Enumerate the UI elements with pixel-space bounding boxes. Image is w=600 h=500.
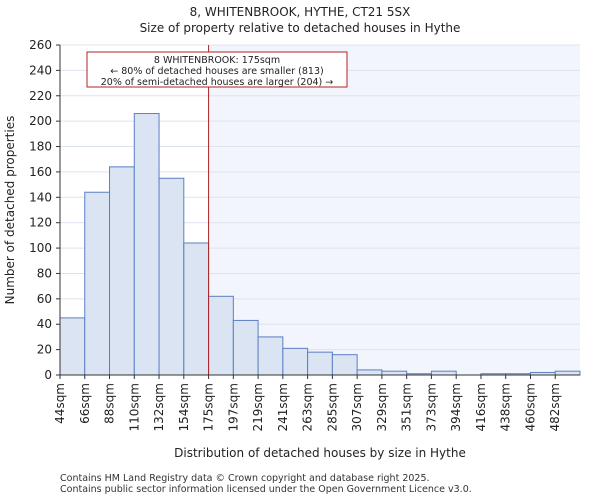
- histogram-bar: [356, 369, 383, 376]
- x-tick-label: 66sqm: [78, 383, 92, 424]
- x-tick-label: 154sqm: [177, 383, 191, 431]
- x-tick-label: 394sqm: [449, 383, 463, 431]
- y-tick-label: 220: [29, 89, 52, 103]
- x-tick-label: 373sqm: [424, 383, 438, 431]
- y-tick-label: 100: [29, 241, 52, 255]
- x-tick-label: 438sqm: [499, 383, 513, 431]
- y-tick-label: 160: [29, 165, 52, 179]
- annotation-line: 20% of semi-detached houses are larger (…: [101, 77, 334, 88]
- y-tick-label: 0: [44, 368, 52, 382]
- y-tick-label: 80: [37, 266, 52, 280]
- chart-title-address: 8, WHITENBROOK, HYTHE, CT21 5SX: [189, 5, 411, 19]
- histogram-bar: [554, 370, 581, 376]
- y-tick-label: 20: [37, 343, 52, 357]
- footer-licence: Contains public sector information licen…: [60, 484, 472, 495]
- x-axis-label: Distribution of detached houses by size …: [174, 446, 466, 460]
- histogram-bar: [59, 317, 86, 376]
- x-tick-label: 197sqm: [226, 383, 240, 431]
- histogram-bar: [232, 319, 259, 376]
- chart-subtitle: Size of property relative to detached ho…: [139, 21, 461, 35]
- histogram-bar: [331, 354, 358, 376]
- histogram-bar: [282, 347, 309, 376]
- histogram-bar: [257, 336, 284, 376]
- annotation-box: [86, 51, 348, 88]
- x-tick-label: 329sqm: [375, 383, 389, 431]
- x-tick-label: 132sqm: [152, 383, 166, 431]
- histogram-bar: [158, 177, 185, 376]
- x-tick-label: 110sqm: [127, 383, 141, 431]
- histogram-bar: [84, 191, 111, 376]
- x-tick-label: 219sqm: [251, 383, 265, 431]
- annotation-line: 8 WHITENBROOK: 175sqm: [154, 55, 280, 66]
- annotation-line: ← 80% of detached houses are smaller (81…: [110, 66, 323, 77]
- x-tick-label: 482sqm: [548, 383, 562, 431]
- y-axis-label: Number of detached properties: [3, 116, 17, 305]
- x-tick-label: 88sqm: [103, 383, 117, 424]
- y-tick-label: 40: [37, 317, 52, 331]
- histogram-bar: [208, 295, 234, 376]
- y-tick-label: 240: [29, 63, 52, 77]
- histogram-bar: [430, 370, 457, 376]
- y-tick-label: 140: [29, 190, 52, 204]
- histogram-bar: [381, 370, 408, 376]
- x-tick-label: 460sqm: [523, 383, 537, 431]
- y-tick-label: 260: [29, 38, 52, 52]
- x-tick-label: 307sqm: [350, 383, 364, 431]
- x-tick-label: 351sqm: [400, 383, 414, 431]
- y-tick-label: 180: [29, 140, 52, 154]
- y-tick-label: 200: [29, 114, 52, 128]
- histogram-bar: [109, 166, 135, 376]
- footer-copyright: Contains HM Land Registry data © Crown c…: [60, 473, 430, 484]
- x-tick-label: 285sqm: [325, 383, 339, 431]
- x-tick-label: 44sqm: [53, 383, 67, 424]
- y-tick-label: 60: [37, 292, 52, 306]
- y-tick-label: 120: [29, 216, 52, 230]
- x-tick-label: 416sqm: [474, 383, 488, 431]
- larger-region-shade: [208, 45, 581, 375]
- x-tick-label: 241sqm: [276, 383, 290, 431]
- histogram-bar: [307, 351, 333, 376]
- histogram-bar: [133, 113, 160, 376]
- histogram-bar: [183, 242, 210, 376]
- x-tick-label: 263sqm: [301, 383, 315, 431]
- x-tick-label: 175sqm: [202, 383, 216, 431]
